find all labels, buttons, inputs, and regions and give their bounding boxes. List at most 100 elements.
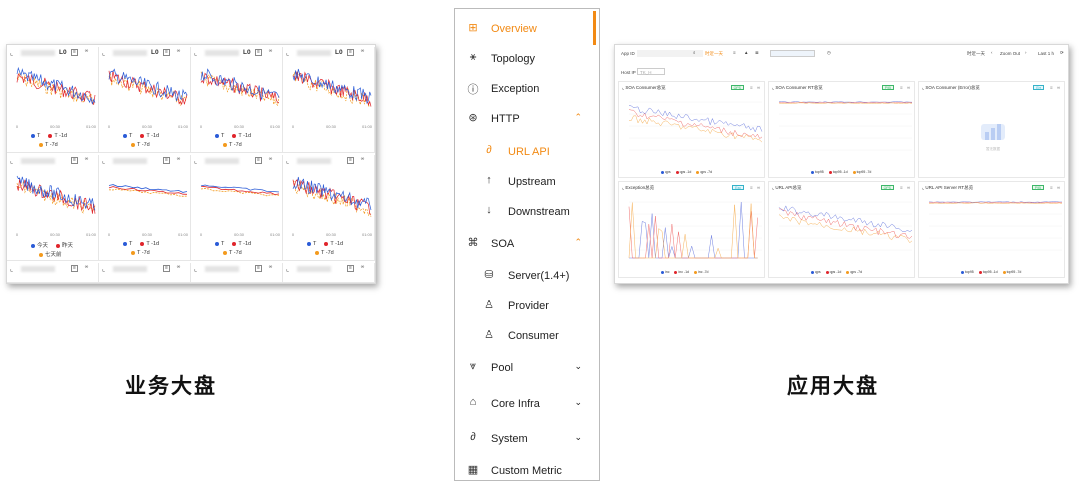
legend-item[interactable]: T <box>123 241 132 247</box>
link-icon[interactable]: ∞ <box>907 185 911 190</box>
legend-item[interactable]: T -1d <box>324 241 343 247</box>
alert-icon[interactable]: ▲ <box>744 50 749 55</box>
link-icon[interactable]: ∞ <box>360 264 365 270</box>
legend-item[interactable]: T <box>215 241 224 247</box>
filter-icon[interactable]: ≣ <box>755 50 759 55</box>
legend-item[interactable]: top95 -7d <box>852 170 871 174</box>
menu-item-core-infra[interactable]: ⌂ Core Infra ⌄ <box>455 390 599 418</box>
link-icon[interactable]: ∞ <box>84 48 89 54</box>
legend-item[interactable]: 昨天 <box>56 243 73 249</box>
legend-item[interactable]: T <box>307 241 316 247</box>
panel-menu-icon[interactable]: ≡ <box>347 49 354 56</box>
chevron-down-icon[interactable]: ⌄ <box>574 361 582 371</box>
chevron-down-icon[interactable]: ⌄ <box>574 432 582 442</box>
panel-menu-icon[interactable]: ≡ <box>750 85 753 90</box>
legend-item[interactable]: 今天 <box>31 243 48 249</box>
panel-menu-icon[interactable]: ≡ <box>347 157 354 164</box>
metric-tag[interactable]: Exc <box>732 185 744 190</box>
menu-item-custom-metric[interactable]: ▦ Custom Metric <box>455 457 599 485</box>
panel-menu-icon[interactable]: ≡ <box>900 185 903 190</box>
search-icon[interactable]: ⌕ <box>693 50 696 55</box>
legend-item[interactable]: qps -1d <box>675 170 691 174</box>
panel-menu-icon[interactable]: ≡ <box>71 265 78 272</box>
chevron-up-icon[interactable]: ⌃ <box>574 237 582 247</box>
menu-item-consumer[interactable]: ♙ Consumer <box>455 322 599 350</box>
legend-item[interactable]: T -1d <box>140 133 159 139</box>
panel-menu-icon[interactable]: ≡ <box>750 185 753 190</box>
legend-item[interactable]: qps -7d <box>846 270 862 274</box>
legend-item[interactable]: T -1d <box>48 133 67 139</box>
panel-menu-icon[interactable]: ≡ <box>255 265 262 272</box>
legend-item[interactable]: inc -7d <box>694 270 709 274</box>
metric-tag[interactable]: QPS <box>730 85 744 90</box>
link-icon[interactable]: ∞ <box>176 48 181 54</box>
link-icon[interactable]: ∞ <box>757 85 761 90</box>
legend-item[interactable]: top95 -1d <box>978 270 998 274</box>
env-selector[interactable] <box>770 50 815 57</box>
refresh-icon[interactable]: ⟳ <box>1060 50 1064 55</box>
legend-item[interactable]: T -7d <box>131 142 150 148</box>
panel-menu-icon[interactable]: ≡ <box>163 265 170 272</box>
menu-item-soa[interactable]: ⌘ SOA ⌃ <box>455 230 599 258</box>
legend-item[interactable]: T <box>123 133 132 139</box>
menu-item-overview[interactable]: ⊞ Overview <box>455 15 599 43</box>
link-icon[interactable]: ∞ <box>84 264 89 270</box>
legend-item[interactable]: T -7d <box>223 250 242 256</box>
link-icon[interactable]: ∞ <box>907 85 911 90</box>
legend-item[interactable]: qps -7d <box>696 170 712 174</box>
legend-item[interactable]: T <box>31 133 40 139</box>
panel-menu-icon[interactable]: ≡ <box>255 157 262 164</box>
legend-item[interactable]: T -7d <box>131 250 150 256</box>
host-ip-input[interactable] <box>637 68 665 75</box>
menu-item-topology[interactable]: ⚹ Topology <box>455 45 599 73</box>
menu-item-downstream[interactable]: ↓ Downstream <box>455 198 599 226</box>
menu-item-http[interactable]: ⊛ HTTP ⌃ <box>455 105 599 133</box>
legend-item[interactable]: T -1d <box>232 133 251 139</box>
legend-item[interactable]: inc -1d <box>674 270 689 274</box>
legend-item[interactable]: qps <box>811 270 821 274</box>
panel-menu-icon[interactable]: ≡ <box>255 49 262 56</box>
panel-menu-icon[interactable]: ≡ <box>163 157 170 164</box>
legend-item[interactable]: T -7d <box>223 142 242 148</box>
menu-item-url-api[interactable]: ∂ URL API <box>455 138 599 166</box>
legend-item[interactable]: top95 -1d <box>828 170 848 174</box>
link-icon[interactable]: ∞ <box>1057 85 1061 90</box>
list-icon[interactable]: ≡ <box>733 50 736 55</box>
panel-menu-icon[interactable]: ≡ <box>71 157 78 164</box>
panel-menu-icon[interactable]: ≡ <box>900 85 903 90</box>
next-range-button[interactable]: › <box>1025 50 1027 55</box>
clock-icon[interactable]: ◷ <box>827 50 831 55</box>
legend-item[interactable]: top95 <box>811 170 824 174</box>
menu-item-server-1-4[interactable]: ⛁ Server(1.4+) <box>455 262 599 290</box>
legend-item[interactable]: qps -1d <box>825 270 841 274</box>
panel-menu-icon[interactable]: ≡ <box>71 49 78 56</box>
menu-item-provider[interactable]: ♙ Provider <box>455 292 599 320</box>
legend-item[interactable]: top95 <box>961 270 974 274</box>
metric-tag[interactable]: Err <box>1033 85 1044 90</box>
link-icon[interactable]: ∞ <box>1057 185 1061 190</box>
panel-menu-icon[interactable]: ≡ <box>347 265 354 272</box>
legend-item[interactable]: qps <box>661 170 671 174</box>
link-icon[interactable]: ∞ <box>84 156 89 162</box>
link-icon[interactable]: ∞ <box>757 185 761 190</box>
menu-item-upstream[interactable]: ↑ Upstream <box>455 168 599 196</box>
link-icon[interactable]: ∞ <box>360 156 365 162</box>
legend-item[interactable]: T -1d <box>140 241 159 247</box>
legend-item[interactable]: 七天前 <box>39 252 62 258</box>
panel-menu-icon[interactable]: ≡ <box>163 49 170 56</box>
legend-item[interactable]: T -7d <box>315 250 334 256</box>
link-icon[interactable]: ∞ <box>176 156 181 162</box>
legend-item[interactable]: T <box>215 133 224 139</box>
chevron-up-icon[interactable]: ⌃ <box>574 112 582 122</box>
menu-item-system[interactable]: ∂ System ⌄ <box>455 425 599 453</box>
metric-tag[interactable]: P95 <box>881 85 894 90</box>
legend-item[interactable]: top95 -7d <box>1002 270 1021 274</box>
menu-item-exception[interactable]: ⓘ Exception <box>455 75 599 103</box>
chevron-down-icon[interactable]: ⌄ <box>574 397 582 407</box>
metric-tag[interactable]: P95 <box>1031 185 1044 190</box>
panel-menu-icon[interactable]: ≡ <box>1050 185 1053 190</box>
link-icon[interactable]: ∞ <box>176 264 181 270</box>
legend-item[interactable]: T -1d <box>232 241 251 247</box>
prev-range-button[interactable]: ‹ <box>991 50 993 55</box>
panel-menu-icon[interactable]: ≡ <box>1050 85 1053 90</box>
